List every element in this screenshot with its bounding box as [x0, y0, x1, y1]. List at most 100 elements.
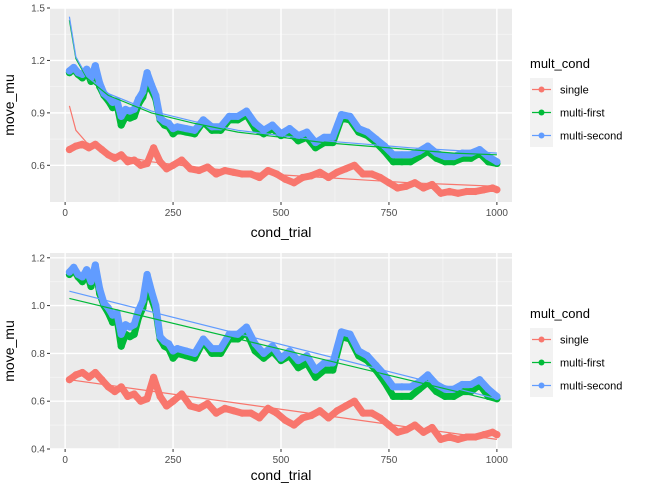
x-tick-label: 250 — [165, 208, 182, 219]
data-point — [424, 371, 432, 379]
data-point — [264, 166, 272, 175]
data-point — [402, 426, 410, 434]
data-point — [156, 333, 164, 341]
data-point — [212, 170, 220, 178]
x-tick-label: 0 — [62, 208, 68, 219]
x-axis-title: cond_trial — [251, 467, 312, 483]
data-point — [147, 81, 156, 89]
data-point — [393, 184, 402, 192]
legend-key-point — [538, 359, 545, 366]
fit-line-multi-second — [68, 16, 497, 154]
data-point — [428, 180, 436, 189]
data-point — [402, 182, 410, 190]
data-point — [424, 142, 432, 150]
data-point — [98, 376, 106, 384]
data-point — [320, 133, 328, 141]
data-point — [307, 172, 315, 180]
data-point — [130, 105, 138, 113]
data-point — [355, 124, 363, 133]
data-point — [113, 97, 121, 105]
data-point — [471, 433, 479, 441]
data-point — [450, 392, 458, 401]
data-point — [290, 179, 298, 187]
data-point — [342, 402, 350, 410]
data-point — [147, 287, 156, 295]
data-point — [87, 278, 95, 286]
legend-label: multi-first — [560, 108, 605, 120]
data-point — [124, 392, 132, 401]
data-point — [445, 433, 453, 441]
data-point — [311, 373, 320, 381]
data-point — [109, 318, 117, 326]
data-point — [208, 345, 216, 353]
data-point — [182, 124, 190, 133]
data-point — [173, 123, 181, 131]
data-point — [150, 144, 158, 152]
legend-key-point — [538, 132, 545, 139]
data-point — [139, 88, 147, 96]
data-point — [467, 388, 475, 396]
data-point — [162, 402, 171, 410]
data-point — [342, 165, 350, 173]
fit-line-single — [69, 379, 497, 440]
fit-line-multi-first — [68, 20, 497, 156]
data-point — [329, 366, 337, 374]
data-point — [195, 404, 203, 412]
data-point — [199, 116, 207, 124]
data-point — [363, 128, 371, 136]
legend-label: single — [560, 85, 589, 97]
data-point — [432, 149, 441, 157]
data-point — [350, 397, 359, 405]
x-tick-label: 0 — [62, 455, 68, 466]
data-point — [260, 349, 268, 357]
data-point — [229, 407, 238, 415]
data-point — [480, 186, 488, 194]
data-point — [104, 93, 112, 101]
data-point — [111, 154, 119, 162]
data-point — [96, 285, 104, 293]
data-point — [143, 69, 151, 77]
data-point — [91, 62, 99, 70]
data-point — [139, 297, 147, 305]
panel-1: 0 250 500 750 1000 0.6 0.9 1.2 1.5 cond_trial move… — [1, 4, 622, 241]
data-point — [480, 431, 488, 439]
data-point — [337, 328, 346, 336]
data-point — [264, 404, 272, 412]
data-point — [311, 144, 320, 152]
data-point — [124, 158, 132, 166]
data-point — [419, 184, 428, 192]
data-point — [162, 165, 171, 173]
x-tick-label: 1000 — [486, 208, 509, 219]
data-point — [199, 335, 207, 343]
data-point — [117, 112, 125, 120]
y-tick-label: 1.2 — [31, 253, 45, 264]
data-point — [437, 189, 445, 197]
x-tick-label: 500 — [273, 455, 290, 466]
series-single — [65, 368, 501, 444]
data-point — [191, 126, 199, 134]
data-point — [398, 392, 406, 401]
data-point — [406, 392, 415, 401]
legend-key-point — [538, 382, 545, 389]
x-tick-label: 250 — [165, 455, 182, 466]
data-point — [393, 428, 402, 436]
x-tick-label: 1000 — [486, 455, 509, 466]
y-tick-label: 0.4 — [31, 445, 45, 456]
data-point — [203, 399, 212, 408]
data-point — [389, 383, 397, 391]
data-point — [476, 376, 484, 384]
data-point — [165, 119, 173, 127]
x-tick-label: 500 — [273, 208, 290, 219]
data-point — [268, 121, 276, 129]
x-axis-title: cond_trial — [251, 224, 312, 240]
data-point — [234, 330, 242, 338]
data-point — [203, 163, 212, 171]
data-point — [178, 156, 186, 164]
data-point — [229, 168, 238, 176]
y-tick-label: 1.0 — [31, 301, 45, 312]
data-point — [471, 187, 479, 196]
data-point — [368, 170, 376, 178]
data-point — [298, 173, 307, 182]
